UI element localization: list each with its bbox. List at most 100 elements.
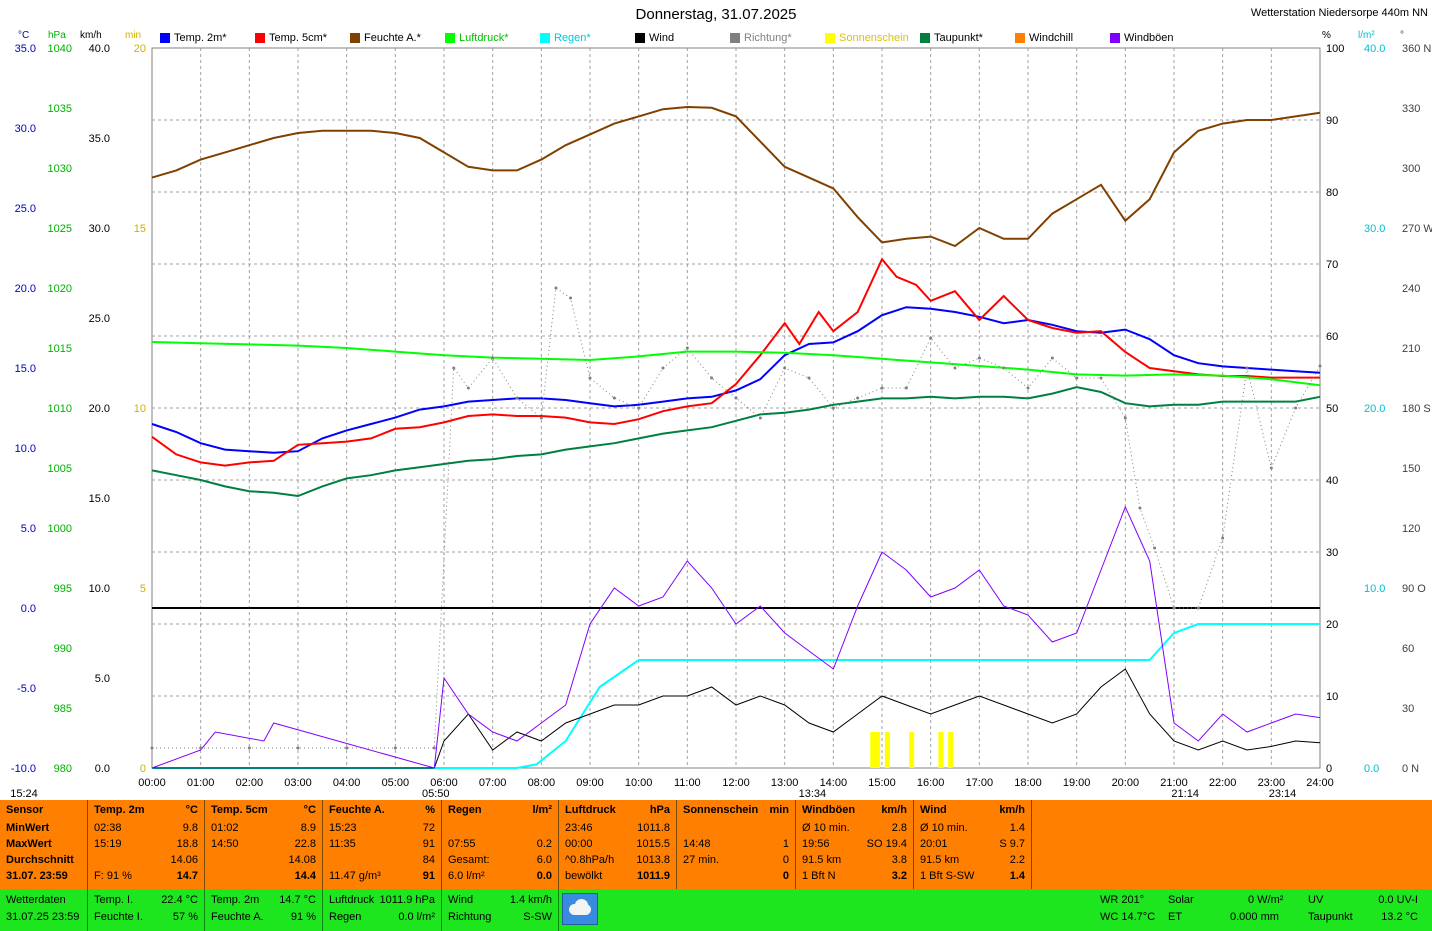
summary-header-unit: km/h	[881, 804, 907, 816]
summary-column-feuchte: Feuchte A.% 15:23 72 11:35 91 84 11.47 g/m³ 91	[323, 800, 442, 889]
series-line	[151, 257, 1320, 467]
axis-tick-label: 30.0	[1364, 223, 1385, 235]
summary-cell-label: 15:19	[94, 838, 122, 850]
axis-tick-label: 30.0	[15, 123, 36, 135]
summary-cell-label: bewölkt	[565, 870, 603, 882]
x-tick-label: 09:00	[576, 777, 604, 789]
axis-tick-label: 15.0	[89, 493, 110, 505]
x-tick-label: 03:00	[284, 777, 312, 789]
axis-tick-label: 5	[140, 583, 146, 595]
legend-swatch	[730, 33, 740, 43]
summary-cell-value: 14.4	[294, 870, 316, 882]
summary-cell-value: 0.2	[536, 838, 552, 850]
current-panel: Wetterdaten 31.07.25 23:59 Temp. I. 22.4 …	[0, 889, 1432, 931]
axis-tick-label: 990	[54, 643, 72, 655]
legend-label: Sonnenschein	[839, 32, 909, 44]
direction-point	[393, 746, 397, 750]
summary-row: 84	[323, 852, 441, 868]
summary-cell-value: 0	[782, 870, 789, 882]
summary-column-temp2m: Temp. 2m °C 02:38 9.8 15:19 18.8 14.06 F: 91 % 1…	[88, 800, 205, 889]
legend-item: Taupunkt*	[920, 31, 1015, 45]
x-tick-label: 13:00	[771, 777, 799, 789]
direction-point	[612, 396, 616, 400]
row-label-avg: Durchschnitt	[6, 854, 74, 866]
summary-cell-label: 11:35	[329, 838, 356, 850]
summary-header: Temp. 5cm °C	[205, 800, 322, 820]
summary-cell-label: Ø 10 min.	[920, 822, 968, 834]
summary-row: bewölkt 1011.9	[559, 868, 676, 884]
sensor-column: Sensor MinWert MaxWert Durchschnitt 31.0…	[0, 800, 88, 889]
legend-swatch	[540, 33, 550, 43]
axis-tick-label: 30	[1402, 703, 1414, 715]
axis-tick-label: 15.0	[15, 363, 36, 375]
current-pressure: Luftdruck 1011.9 hPa Regen 0.0 l/m²	[323, 889, 442, 931]
axis-tick-label: 20.0	[1364, 403, 1385, 415]
summary-row: 11.47 g/m³ 91	[323, 868, 441, 884]
series-line	[151, 105, 1321, 248]
legend-label: Temp. 2m*	[174, 32, 227, 44]
summary-cell-value: 3.8	[891, 854, 907, 866]
axis-tick-label: 70	[1326, 259, 1338, 271]
x-tick-label: 15:00	[868, 777, 896, 789]
legend-swatch	[825, 33, 835, 43]
summary-cell-value: 1	[782, 838, 789, 850]
luftdruck-label: Luftdruck	[329, 894, 375, 906]
axis-tick-label: 1025	[48, 223, 72, 235]
axis-tick-label: 360 N	[1402, 43, 1431, 55]
x-tick-label: 14:00	[820, 777, 848, 789]
axis-tick-label: 25.0	[89, 313, 110, 325]
axis-tick-label: 20.0	[15, 283, 36, 295]
sunshine-bar	[870, 732, 876, 768]
summary-cell-value: 9.8	[182, 822, 198, 834]
legend-item: Feuchte A.*	[350, 31, 445, 45]
summary-cell-label: 91.5 km	[920, 854, 960, 866]
legend-item: Richtung*	[730, 31, 825, 45]
axis-tick-label: 40	[1326, 475, 1338, 487]
axis-tick-label: 120	[1402, 523, 1420, 535]
x-tick-label: 01:00	[187, 777, 215, 789]
summary-header-label: Regen	[448, 804, 482, 816]
feuchteI-label: Feuchte I.	[94, 911, 143, 923]
series-line	[151, 306, 1321, 454]
summary-cell-label: 14:48	[683, 838, 711, 850]
x-tick-label: 06:00	[430, 777, 458, 789]
chart-legend: Temp. 2m* Temp. 5cm* Feuchte A.* Luftdruck*…	[160, 31, 1205, 45]
summary-header-label: Temp. 5cm	[211, 804, 268, 816]
summary-cell-label: 23:46	[565, 822, 593, 834]
axis-tick-label: 90	[1326, 115, 1338, 127]
et-value: 0.000 mm	[1230, 911, 1279, 923]
temp2m-label: Temp. 2m	[211, 894, 260, 906]
summary-row: 1 Bft N 3.2	[796, 868, 913, 884]
summary-row: 6.0 l/m² 0.0	[442, 868, 558, 884]
tempI-label: Temp. I.	[94, 894, 134, 906]
axis-tick-label: 0.0	[21, 603, 36, 615]
temp2m-value: 14.7 °C	[279, 894, 316, 906]
axis-tick-label: 10	[1326, 691, 1338, 703]
axis-unit-label: °	[1400, 30, 1404, 41]
legend-label: Windchill	[1029, 32, 1074, 44]
axis-tick-label: 5.0	[95, 673, 110, 685]
summary-cell-value: 2.2	[1009, 854, 1025, 866]
summary-row: 07:55 0.2	[442, 836, 558, 852]
row-label-current: 31.07. 23:59	[6, 870, 68, 882]
summary-row: 14:50 22.8	[205, 836, 322, 852]
axis-tick-label: 1015	[48, 343, 72, 355]
legend-item: Temp. 2m*	[160, 31, 255, 45]
summary-row: Ø 10 min. 2.8	[796, 820, 913, 836]
axis-tick-label: 20	[1326, 619, 1338, 631]
legend-swatch	[1110, 33, 1120, 43]
axis-tick-label: 60	[1326, 331, 1338, 343]
summary-row: 14.4	[205, 868, 322, 884]
direction-point	[1138, 506, 1142, 510]
summary-row: 11:35 91	[323, 836, 441, 852]
axis-tick-label: 270 W	[1402, 223, 1432, 235]
summary-cell-value: 0	[782, 854, 789, 866]
legend-label: Feuchte A.*	[364, 32, 421, 44]
x-tick-label: 17:00	[966, 777, 994, 789]
row-label-min: MinWert	[6, 822, 50, 834]
luftdruck-value: 1011.9 hPa	[379, 894, 435, 906]
series-line	[151, 505, 1321, 769]
legend-swatch	[445, 33, 455, 43]
summary-row	[442, 820, 558, 836]
summary-cell-label: 20:01	[920, 838, 948, 850]
